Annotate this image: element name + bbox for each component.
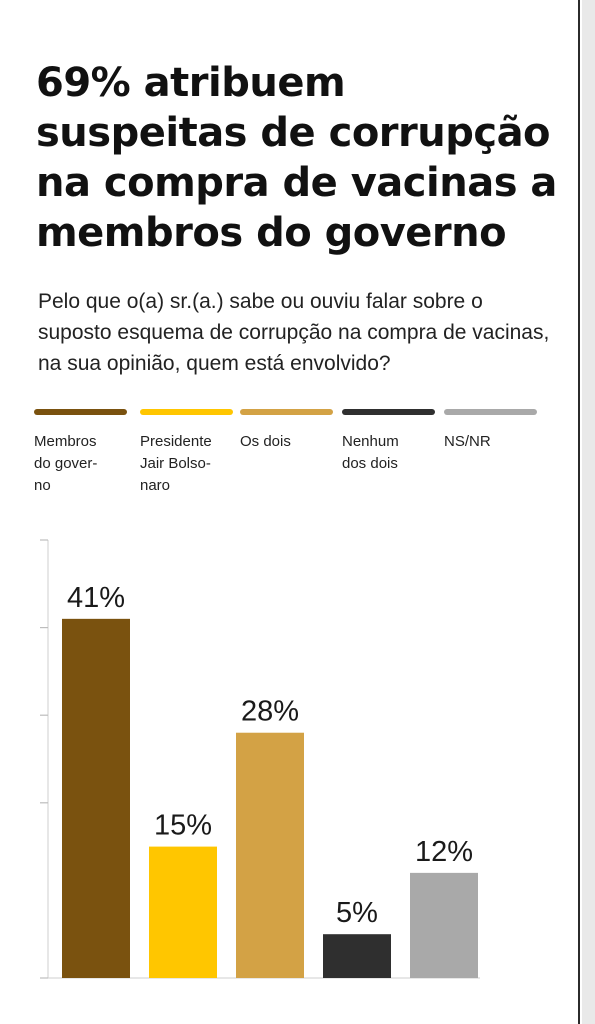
infographic-frame (578, 0, 580, 1024)
legend-item-nenhum-dos-dois: Nenhum dos dois (342, 409, 435, 475)
bar-value-label: 12% (415, 836, 473, 868)
legend-label: Os dois (240, 433, 291, 450)
bar-4 (410, 872, 478, 978)
bar-3 (323, 934, 391, 978)
legend-swatch (34, 409, 127, 415)
legend-item-membros-do-governo: Membros do gover- no (34, 409, 127, 497)
bar-2 (236, 732, 304, 978)
legend-item-ns-nr: NS/NR (444, 409, 537, 453)
bar-1 (149, 846, 217, 978)
legend-item-presidente-jair-bolsonaro: Presidente Jair Bolso- naro (140, 409, 233, 497)
legend-label: Presidente Jair Bolso- naro (140, 433, 212, 494)
bar-value-label: 5% (336, 897, 378, 929)
legend: Membros do gover- no Presidente Jair Bol… (34, 409, 554, 509)
legend-swatch (240, 409, 333, 415)
legend-item-os-dois: Os dois (240, 409, 333, 453)
bar-value-label: 28% (241, 696, 299, 728)
legend-label: NS/NR (444, 433, 491, 450)
bar-value-label: 41% (67, 582, 125, 614)
legend-label: Nenhum dos dois (342, 433, 399, 472)
bar-value-label: 15% (154, 810, 212, 842)
legend-swatch (342, 409, 435, 415)
legend-label: Membros do gover- no (34, 433, 98, 494)
bar-0 (62, 618, 130, 978)
survey-question: Pelo que o(a) sr.(a.) sabe ou ouviu fala… (38, 290, 550, 375)
page-edge (582, 0, 595, 1024)
legend-swatch (444, 409, 537, 415)
legend-swatch (140, 409, 233, 415)
chart-title: 69% atribuem suspeitas de corrupção na c… (36, 60, 557, 256)
